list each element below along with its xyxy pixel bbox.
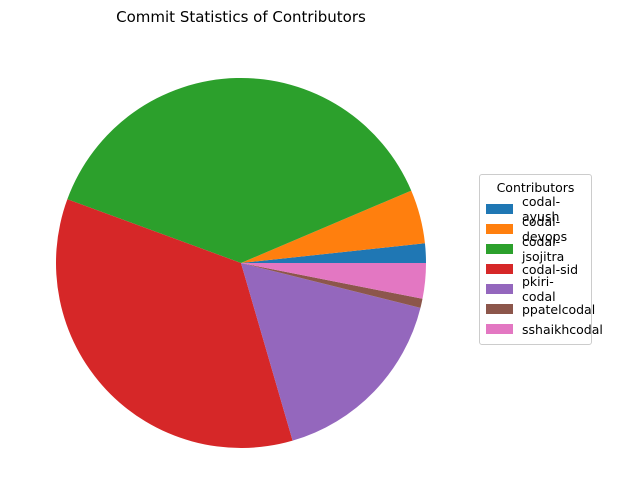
pie-slice-codal-ayush	[241, 243, 426, 263]
pie-chart	[55, 78, 426, 448]
legend-item-codal-devops: codal-devops	[486, 214, 585, 244]
pie-slice-sshaikhcodal	[241, 263, 426, 299]
legend-swatch	[486, 304, 513, 314]
chart-title: Commit Statistics of Contributors	[116, 8, 366, 26]
pie-slice-codal-sid	[55, 199, 293, 448]
legend-title: Contributors	[496, 180, 575, 195]
legend-label: codal-jsojitra	[522, 234, 565, 264]
legend-item-codal-jsojitra: codal-jsojitra	[486, 234, 585, 264]
pie-slice-ppatelcodal	[241, 263, 423, 308]
legend: Contributors codal-ayush codal-devops coda…	[479, 174, 603, 345]
legend-items: codal-ayush codal-devops codal-jsojitra cod…	[486, 194, 603, 339]
legend-item-ppatelcodal: ppatelcodal	[486, 299, 595, 319]
legend-item-pkiri-codal: pkiri-codal	[486, 274, 585, 304]
legend-label: sshaikhcodal	[522, 321, 603, 337]
legend-item-codal-ayush: codal-ayush	[486, 194, 585, 224]
legend-swatch	[486, 244, 513, 254]
legend-swatch	[486, 284, 513, 294]
legend-label: codal-sid	[522, 261, 579, 277]
legend-item-codal-sid: codal-sid	[486, 259, 585, 279]
legend-label: ppatelcodal	[522, 301, 596, 317]
legend-label: codal-devops	[522, 214, 568, 244]
pie-slice-codal-devops	[241, 190, 425, 263]
legend-swatch	[486, 324, 513, 334]
legend-label: pkiri-codal	[522, 274, 556, 304]
legend-item-sshaikhcodal: sshaikhcodal	[486, 319, 603, 339]
legend-swatch	[486, 264, 513, 274]
pie-slice-codal-jsojitra	[67, 78, 412, 263]
legend-swatch	[486, 224, 513, 234]
legend-label: codal-ayush	[522, 194, 561, 224]
pie-slice-pkiri-codal	[241, 263, 421, 441]
legend-swatch	[486, 204, 513, 214]
pie-slices	[55, 78, 426, 448]
